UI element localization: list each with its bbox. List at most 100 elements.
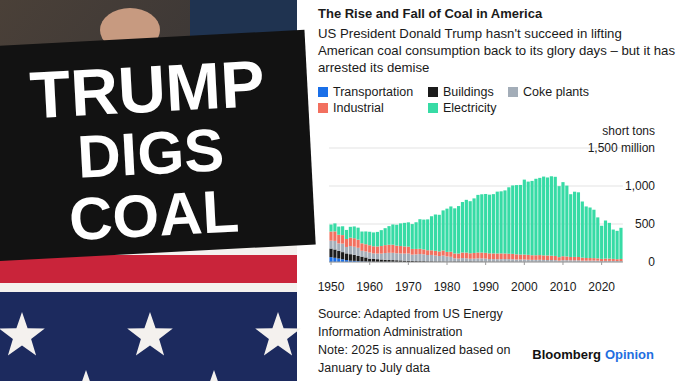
bar-segment — [511, 254, 514, 259]
bar-segment — [515, 185, 518, 254]
bar-segment — [523, 180, 526, 255]
credit-word: Bloomberg — [532, 347, 601, 362]
chart-subtitle: US President Donald Trump hasn't succeed… — [318, 25, 676, 76]
bar-segment — [453, 258, 456, 261]
bar-segment — [368, 259, 371, 262]
bar-segment — [457, 206, 460, 254]
bar-segment — [364, 244, 367, 251]
bar-segment — [515, 259, 518, 261]
x-tick-label: 2010 — [550, 280, 577, 294]
bar-segment — [569, 194, 572, 257]
bar-segment — [372, 232, 375, 246]
bar-segment — [585, 258, 588, 261]
bar-segment — [414, 249, 417, 254]
bar-segment — [577, 192, 580, 257]
bar-segment — [619, 228, 622, 259]
bar-segment — [469, 259, 472, 262]
bar-segment — [399, 253, 402, 260]
bar-segment — [561, 256, 564, 260]
bar-segment — [414, 254, 417, 261]
bar-segment — [438, 251, 441, 256]
bar-segment — [407, 247, 410, 254]
bar-segment — [357, 256, 360, 261]
chart-title: The Rise and Fall of Coal in America — [318, 6, 676, 22]
bar-segment — [442, 210, 445, 250]
bar-segment — [619, 259, 622, 261]
credit: BloombergOpinion — [532, 347, 654, 362]
chart-note: Note: 2025 is annualized based on Januar… — [318, 341, 518, 377]
flag-stripe — [0, 283, 297, 292]
bar-segment — [550, 176, 553, 255]
bar-segment — [461, 202, 464, 252]
flag-star — [0, 312, 45, 355]
flag-star — [65, 370, 107, 381]
bar-segment — [372, 253, 375, 259]
bar-segment — [488, 259, 491, 262]
bar-segment — [360, 251, 363, 257]
photo: TRUMPDIGSCOAL — [0, 0, 316, 381]
bar-segment — [357, 248, 360, 256]
bar-segment — [368, 253, 371, 259]
bar-segment — [349, 246, 352, 254]
bar-segment — [515, 254, 518, 259]
bar-segment — [345, 239, 348, 247]
legend-label: Coke plants — [523, 85, 589, 99]
flag-field — [0, 292, 297, 381]
bar-segment — [569, 257, 572, 260]
bar-segment — [500, 253, 503, 259]
bar-segment — [380, 246, 383, 254]
bar-segment — [588, 208, 591, 259]
bar-segment — [418, 249, 421, 254]
bar-segment — [616, 259, 619, 261]
bar-segment — [534, 255, 537, 260]
y-tick-label: 1,500 million — [588, 141, 655, 155]
bar-segment — [484, 194, 487, 253]
bar-segment — [581, 202, 584, 258]
bar-segment — [434, 251, 437, 256]
grid-line — [329, 262, 623, 263]
legend-label: Industrial — [333, 101, 384, 115]
bar-segment — [438, 256, 441, 261]
grid — [329, 148, 623, 262]
bar-segment — [337, 235, 340, 244]
legend-label: Buildings — [443, 85, 494, 99]
bar-segment — [364, 257, 367, 261]
flag-star — [127, 312, 173, 355]
bar-segment — [616, 231, 619, 259]
bar-segment — [395, 246, 398, 254]
bar-segment — [360, 257, 363, 262]
bar-segment — [476, 253, 479, 259]
bar-segment — [368, 245, 371, 252]
bar-segment — [368, 232, 371, 245]
bar-segment — [380, 254, 383, 260]
bar-segment — [426, 255, 429, 261]
legend-swatch — [428, 87, 438, 97]
bar-segment — [492, 253, 495, 259]
bar-segment — [507, 259, 510, 261]
bar-segment — [349, 254, 352, 261]
bar-segment — [492, 194, 495, 253]
bar-segment — [329, 232, 332, 241]
x-tick-label: 1980 — [434, 280, 461, 294]
bar-segment — [422, 249, 425, 254]
bar-segment — [329, 225, 332, 232]
bar-segment — [341, 235, 344, 244]
bar-segment — [461, 258, 464, 261]
bar-segment — [345, 253, 348, 260]
bar-segment — [453, 208, 456, 253]
legend-label: Electricity — [443, 101, 497, 115]
bar-segment — [353, 238, 356, 247]
bar-segment — [523, 259, 526, 261]
bar-segment — [449, 252, 452, 257]
bar-segment — [364, 251, 367, 257]
bar-segment — [577, 257, 580, 260]
bar-segment — [333, 231, 336, 241]
bar-segment — [403, 223, 406, 247]
bar-segment — [492, 259, 495, 261]
flag-star — [255, 312, 301, 355]
bar-segment — [550, 256, 553, 260]
bar-segment — [349, 238, 352, 246]
bar-segment — [387, 253, 390, 260]
x-tick — [524, 262, 525, 265]
bar-segment — [430, 255, 433, 261]
